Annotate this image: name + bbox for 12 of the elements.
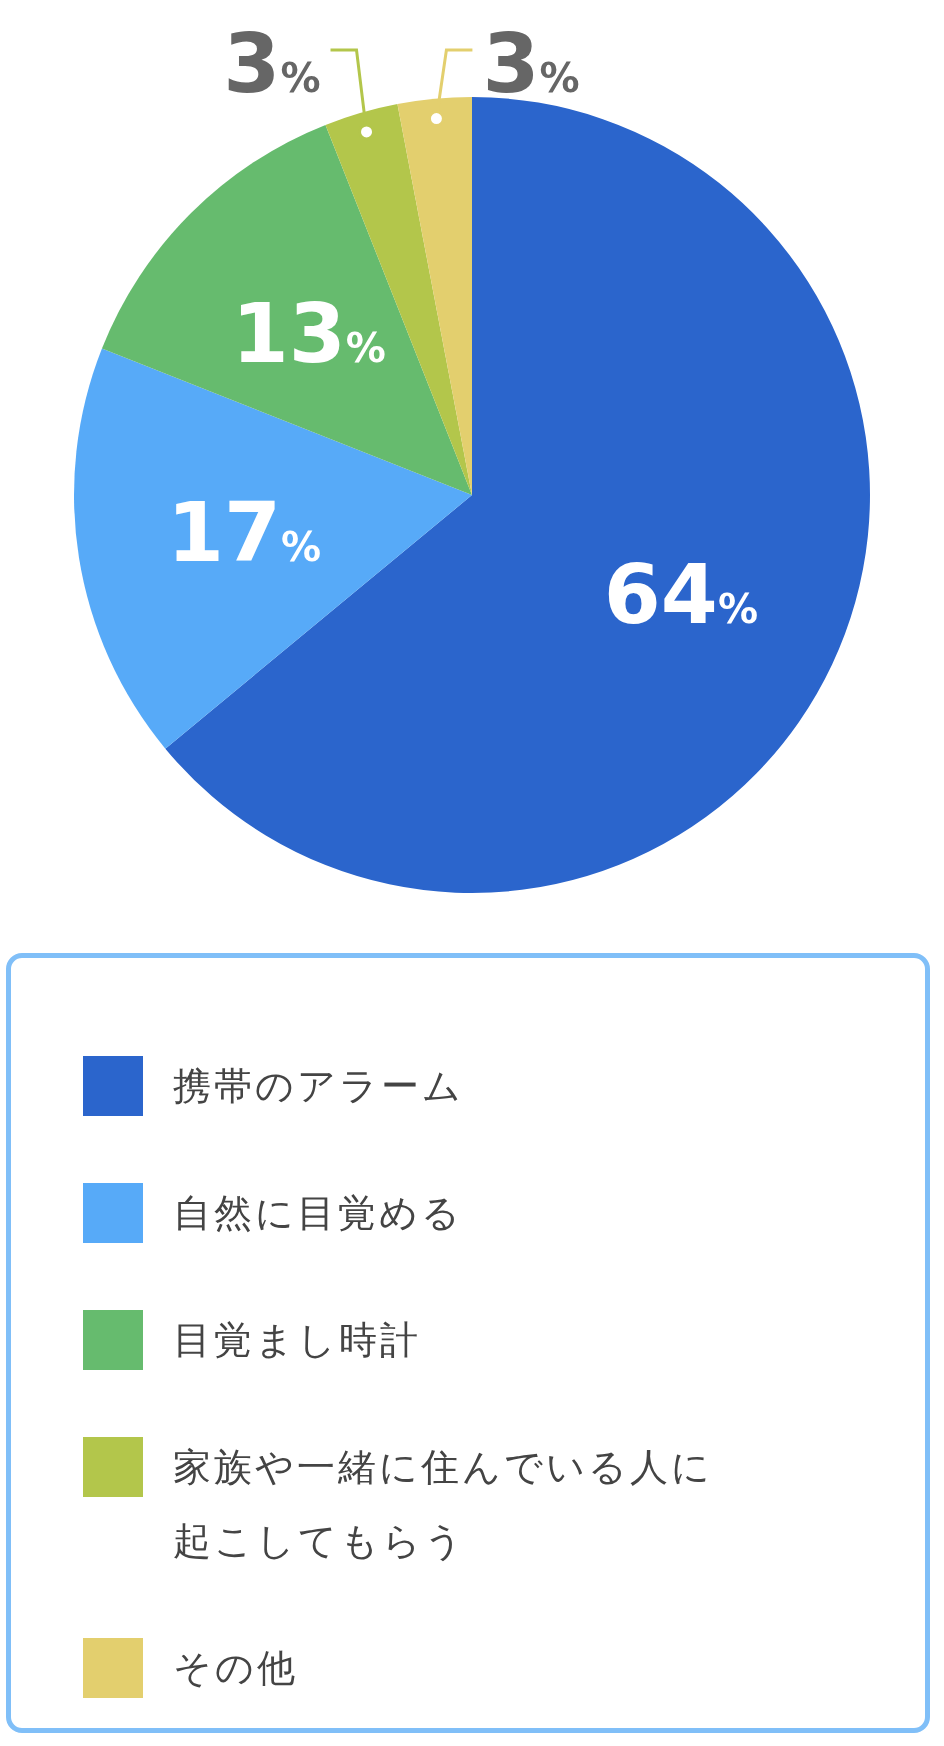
pie-slice xyxy=(165,97,870,893)
data-label: 17% xyxy=(166,485,322,581)
legend-label: 家族や一緒に住んでいる人に起こしてもらう xyxy=(173,1444,714,1565)
legend-label: 携帯のアラーム xyxy=(173,1063,465,1110)
data-label: 3% xyxy=(482,16,580,111)
legend-label: 目覚まし時計 xyxy=(173,1317,422,1364)
pie-slice xyxy=(101,124,472,495)
legend-label: 自然に目覚める xyxy=(173,1190,464,1237)
data-label: 3% xyxy=(223,16,321,111)
data-label: 13% xyxy=(231,285,386,381)
data-label: 64% xyxy=(603,547,758,643)
legend-label: その他 xyxy=(173,1645,299,1692)
